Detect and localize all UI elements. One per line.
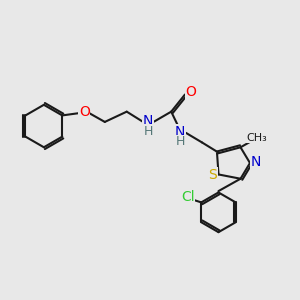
Text: H: H xyxy=(144,125,153,138)
Text: O: O xyxy=(79,105,90,119)
Text: CH₃: CH₃ xyxy=(247,133,267,143)
Text: N: N xyxy=(251,154,261,169)
Text: S: S xyxy=(208,168,217,182)
Text: O: O xyxy=(186,85,196,99)
Text: N: N xyxy=(175,124,185,139)
Text: N: N xyxy=(143,114,154,128)
Text: Cl: Cl xyxy=(181,190,194,204)
Text: H: H xyxy=(176,135,185,148)
